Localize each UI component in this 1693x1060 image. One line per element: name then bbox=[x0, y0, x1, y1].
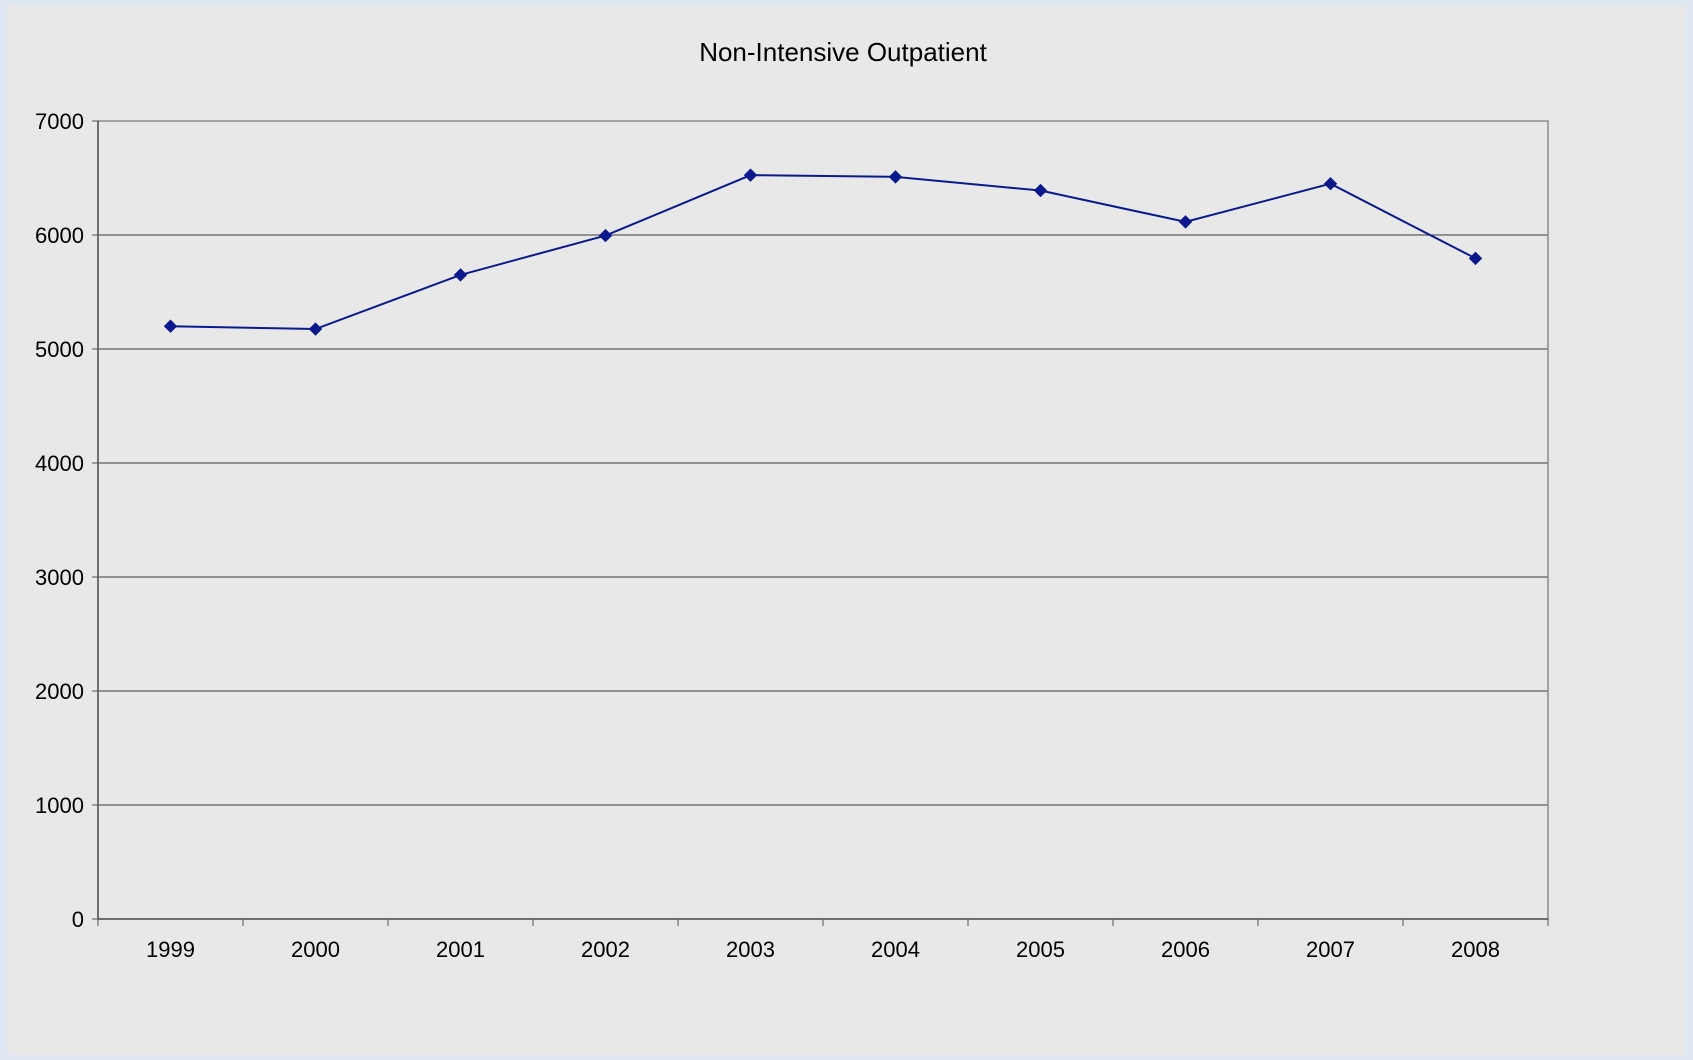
y-tick-label: 0 bbox=[72, 907, 84, 932]
x-axis-tick-labels: 1999 2000 2001 2002 2003 2004 2005 2006 2007 2008 bbox=[146, 937, 1500, 962]
chart-title: Non-Intensive Outpatient bbox=[699, 37, 987, 67]
x-tick-label: 2002 bbox=[581, 937, 630, 962]
y-tick-label: 1000 bbox=[35, 793, 84, 818]
x-tick-label: 1999 bbox=[146, 937, 195, 962]
x-tick-label: 2008 bbox=[1451, 937, 1500, 962]
data-point-1999 bbox=[163, 319, 178, 333]
y-tick-label: 4000 bbox=[35, 451, 84, 476]
x-tick-label: 2001 bbox=[436, 937, 485, 962]
line-chart: Non-Intensive Outpatient 0 1000 2000 3000 40… bbox=[35, 37, 1549, 962]
data-point-2008 bbox=[1468, 251, 1483, 266]
y-tick-label: 6000 bbox=[35, 223, 84, 248]
gridlines bbox=[98, 120, 1548, 806]
series-line bbox=[170, 174, 1476, 331]
x-tick-label: 2007 bbox=[1306, 937, 1355, 962]
data-point-2006 bbox=[1178, 215, 1193, 229]
chart-area: Non-Intensive Outpatient 0 1000 2000 3000 40… bbox=[7, 5, 1686, 1055]
y-tick-label: 5000 bbox=[35, 337, 84, 362]
data-point-2000 bbox=[308, 322, 323, 336]
axes bbox=[92, 120, 1549, 926]
data-point-2001 bbox=[453, 268, 468, 282]
data-point-2003 bbox=[743, 168, 758, 182]
y-axis-tick-labels: 0 1000 2000 3000 4000 5000 6000 7000 bbox=[35, 109, 84, 932]
y-tick-label: 3000 bbox=[35, 565, 84, 590]
data-point-2007 bbox=[1323, 176, 1338, 191]
plot-border bbox=[97, 120, 1549, 920]
y-tick-label: 2000 bbox=[35, 679, 84, 704]
x-tick-label: 2000 bbox=[291, 937, 340, 962]
series-layer bbox=[163, 168, 1483, 336]
x-tick-label: 2005 bbox=[1016, 937, 1065, 962]
data-point-2004 bbox=[888, 170, 903, 184]
data-point-2005 bbox=[1033, 183, 1048, 198]
x-tick-label: 2006 bbox=[1161, 937, 1210, 962]
x-tick-label: 2003 bbox=[726, 937, 775, 962]
x-tick-label: 2004 bbox=[871, 937, 920, 962]
y-tick-label: 7000 bbox=[35, 109, 84, 134]
data-point-2002 bbox=[598, 228, 613, 243]
